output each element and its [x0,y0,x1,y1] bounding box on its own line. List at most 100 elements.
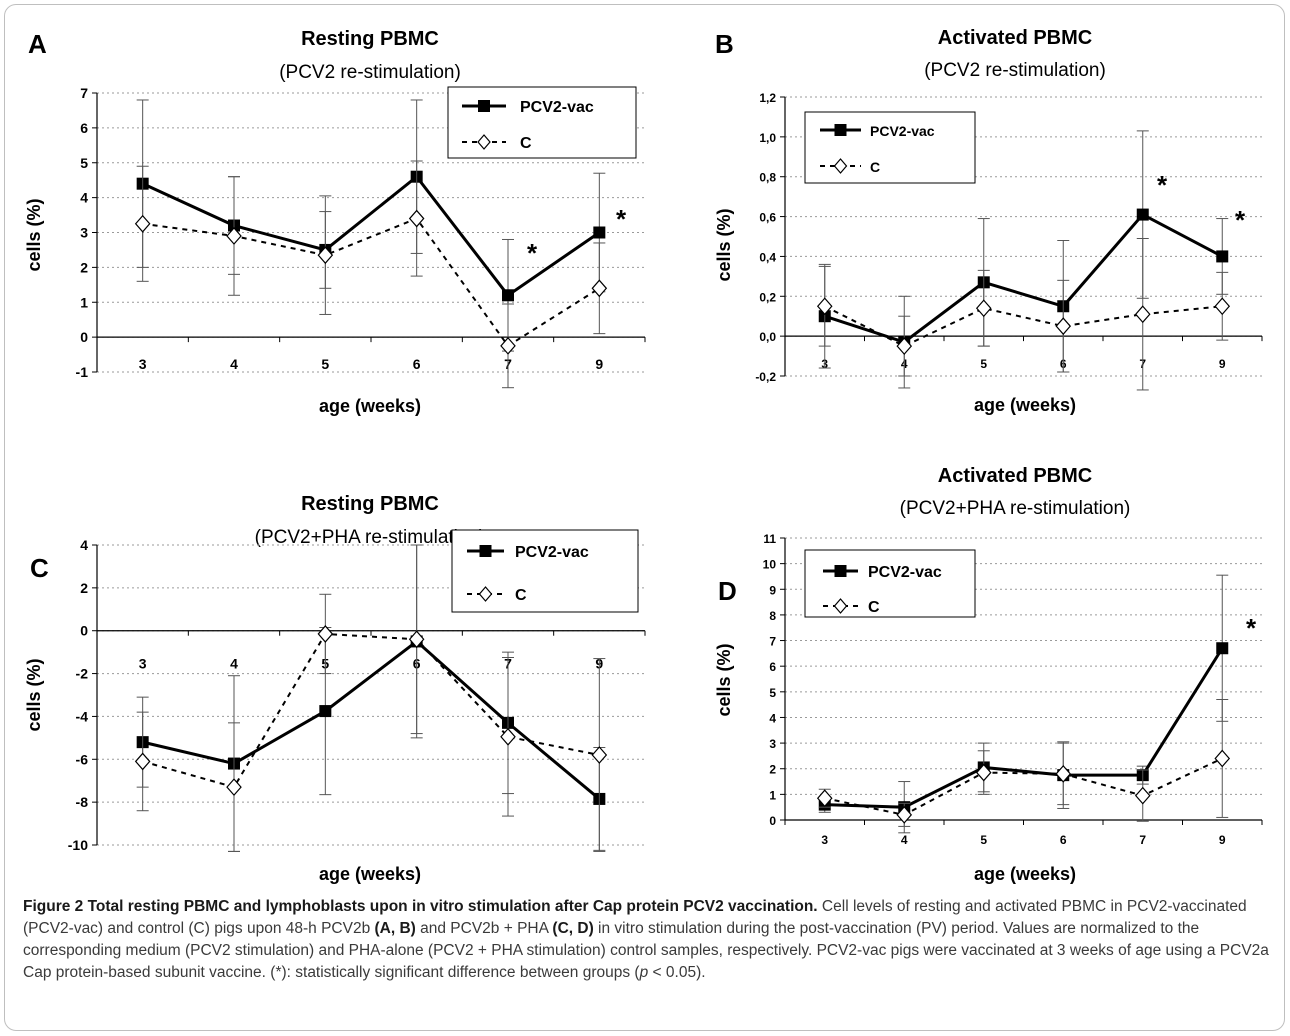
chart-panel-c: C Resting PBMC (PCV2+PHA re-stimulation) -1… [24,493,646,884]
y-tick-label: 1,2 [759,91,776,105]
y-tick-label: 3 [80,225,88,241]
legend-label: C [870,159,880,175]
data-point [317,625,334,643]
legend-label: C [868,599,880,616]
series-c [816,237,1231,391]
y-tick-label: 1 [769,788,776,802]
series-line [142,174,601,298]
y-axis-label: cells (%) [24,198,44,271]
y-tick-label: 9 [769,583,776,597]
y-tick-label: -4 [76,708,89,724]
figure-caption: Figure 2 Total resting PBMC and lymphobl… [23,896,1273,984]
legend-marker [477,134,491,150]
data-point [1216,250,1229,263]
y-tick-label: 0,0 [759,330,776,344]
y-tick-label: -8 [76,794,89,810]
series-line [142,217,600,348]
chart-title: Resting PBMC [301,493,439,515]
chart-subtitle: (PCV2+PHA re-stimulation) [900,498,1131,519]
data-point [1214,749,1231,768]
y-axis-label: cells (%) [714,208,734,281]
data-point [591,279,608,298]
legend-marker [479,545,492,557]
x-axis-label: age (weeks) [319,864,421,884]
y-tick-label: 1,0 [759,131,776,145]
x-tick-label: 5 [980,357,987,371]
x-tick-label: 5 [980,833,987,847]
legend-marker [834,124,847,136]
x-tick-label: 4 [230,356,238,372]
data-point [896,337,913,356]
x-axis-label: age (weeks) [974,395,1076,415]
data-point [1136,208,1149,221]
data-point [896,805,913,824]
x-tick-label: 3 [139,656,147,672]
y-tick-label: 0,4 [759,250,776,264]
x-tick-label: 9 [1219,357,1226,371]
legend-box [447,86,637,159]
x-tick-label: 9 [1219,833,1226,847]
chart-subtitle: (PCV2 re-stimulation) [924,60,1106,81]
data-point [500,727,516,746]
caption-text-2: and PCV2b + PHA [415,920,553,937]
series-line [142,639,601,801]
y-tick-label: 0 [769,814,776,828]
y-tick-label: 0 [80,623,88,639]
y-tick-label: 6 [769,660,776,674]
y-axis-label: cells (%) [24,658,44,731]
series-line [824,212,1223,344]
legend-marker [834,565,847,577]
legend-box [451,529,639,613]
data-point [1055,764,1072,783]
chart-subtitle: (PCV2+PHA re-stimulation) [255,527,486,548]
y-tick-label: 1 [80,294,88,310]
legend-label: PCV2-vac [520,99,594,116]
data-point [816,789,833,808]
y-tick-label: 3 [769,737,776,751]
x-axis-label: age (weeks) [974,864,1076,884]
y-tick-label: 2 [80,259,88,275]
legend: PCV2-vac C [451,529,639,613]
figure-frame [4,4,1285,1031]
y-tick-label: 4 [80,190,88,206]
data-point [975,763,992,782]
significance-marker: * [527,238,538,268]
chart-panel-b: B Activated PBMC (PCV2 re-stimulation) -0,2… [714,27,1263,415]
x-tick-label: 4 [230,656,238,672]
chart-title: Activated PBMC [938,27,1092,49]
data-point [816,297,833,316]
data-point [408,209,425,228]
data-point [500,336,516,355]
significance-marker: * [1157,170,1168,200]
significance-marker: * [1235,205,1246,235]
chart-title: Resting PBMC [301,28,439,50]
chart-panel-a: A Resting PBMC (PCV2 re-stimulation) -1 0 1 2 3… [24,28,646,416]
data-point [502,289,514,302]
y-tick-label: 0,6 [759,211,776,225]
x-tick-label: 5 [321,356,329,372]
caption-text-1: Cell levels of resting and activated PBM… [23,898,1247,937]
y-axis-label: cells (%) [714,643,734,716]
caption-title: Figure 2 Total resting PBMC and lymphobl… [23,898,818,915]
legend-marker [478,586,493,602]
x-tick-label: 3 [821,833,828,847]
y-tick-label: -0,2 [755,370,776,384]
legend: PCV2-vac C [804,111,976,184]
legend-label: PCV2-vac [515,544,589,561]
caption-text-4: < 0.05). [648,964,706,981]
panel-letter: D [718,576,737,606]
panel-letter: C [30,553,49,583]
x-tick-label: 7 [1139,833,1146,847]
figure-charts: A Resting PBMC(PCV2 re-stimulation)-10123… [24,27,1263,884]
y-tick-label: 2 [80,580,88,596]
y-tick-label: 8 [769,609,776,623]
y-tick-label: -6 [76,751,89,767]
y-tick-label: 7 [769,635,776,649]
data-point [408,630,425,649]
legend-label: C [515,587,527,604]
x-tick-label: 6 [413,356,421,372]
legend-label: PCV2-vac [870,123,935,139]
series-c [134,544,608,852]
legend-marker [833,598,848,614]
data-point [975,299,992,318]
